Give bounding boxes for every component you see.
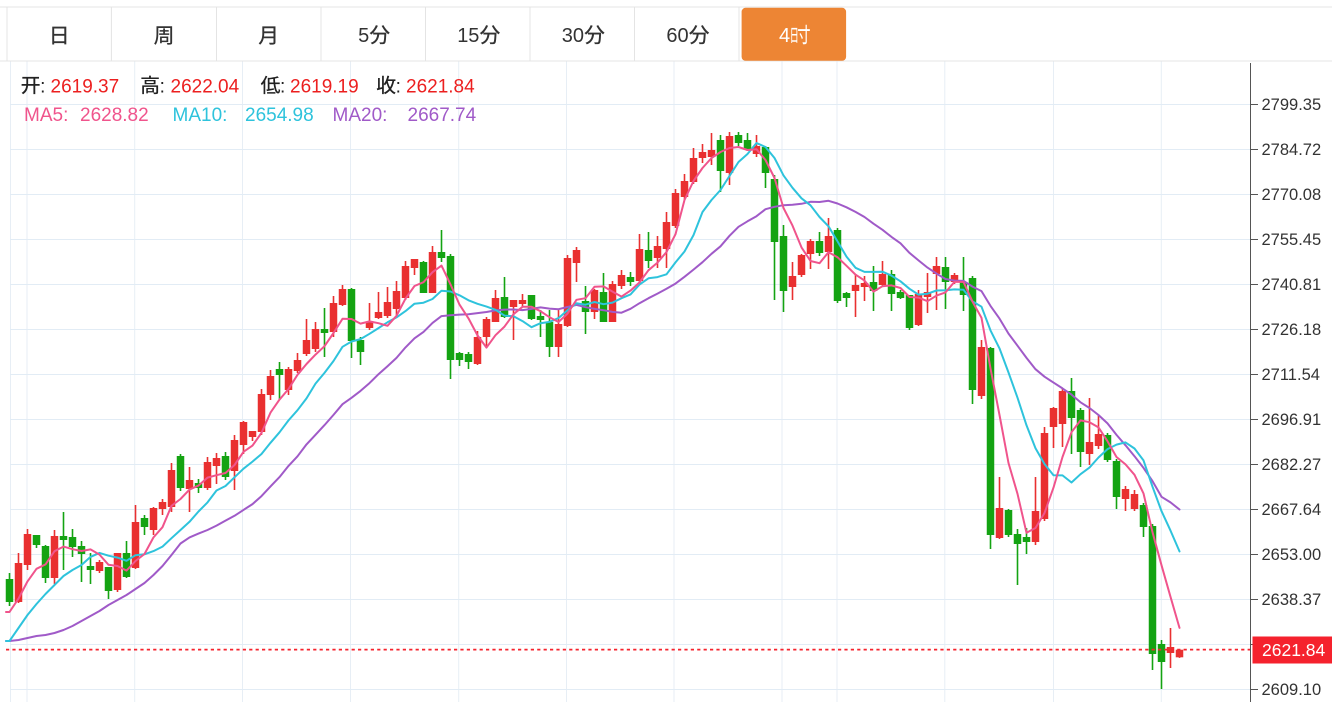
svg-text:2740.81: 2740.81 (1262, 276, 1322, 294)
svg-text:2784.72: 2784.72 (1262, 141, 1322, 159)
svg-text:2696.91: 2696.91 (1262, 411, 1322, 429)
svg-text:2609.10: 2609.10 (1262, 681, 1322, 699)
svg-text:15: 15 (457, 25, 479, 47)
svg-text:2799.35: 2799.35 (1262, 96, 1322, 114)
svg-text:2667.64: 2667.64 (1262, 501, 1322, 519)
svg-text::: : (40, 77, 45, 98)
svg-text::: : (160, 77, 165, 98)
svg-text::: : (396, 77, 401, 98)
svg-text:2622.04: 2622.04 (171, 77, 240, 98)
svg-text:MA20:: MA20: (333, 105, 388, 126)
svg-text:2711.54: 2711.54 (1262, 366, 1320, 384)
svg-text:2619.37: 2619.37 (51, 77, 120, 98)
svg-text:4: 4 (779, 25, 790, 47)
svg-text:2726.18: 2726.18 (1262, 321, 1322, 339)
svg-text:2654.98: 2654.98 (245, 105, 314, 126)
svg-text:2682.27: 2682.27 (1262, 456, 1322, 474)
svg-text::: : (280, 77, 285, 98)
svg-text:5: 5 (358, 25, 369, 47)
svg-text:MA5:: MA5: (24, 105, 68, 126)
svg-text:MA10:: MA10: (173, 105, 228, 126)
svg-text:2621.84: 2621.84 (406, 77, 475, 98)
svg-text:2619.19: 2619.19 (290, 77, 359, 98)
svg-text:30: 30 (562, 25, 584, 47)
svg-text:60: 60 (666, 25, 688, 47)
svg-text:2667.74: 2667.74 (408, 105, 477, 126)
svg-text:2638.37: 2638.37 (1262, 591, 1322, 609)
svg-text:2755.45: 2755.45 (1262, 231, 1322, 249)
svg-text:2621.84: 2621.84 (1262, 640, 1326, 660)
svg-text:2628.82: 2628.82 (80, 105, 149, 126)
svg-text:2770.08: 2770.08 (1262, 186, 1322, 204)
svg-text:2653.00: 2653.00 (1262, 546, 1322, 564)
